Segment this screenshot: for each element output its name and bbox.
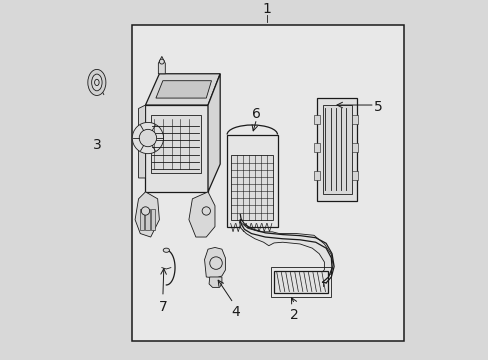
- Text: 5: 5: [373, 100, 382, 114]
- Text: 7: 7: [158, 300, 167, 314]
- Bar: [273, 271, 327, 293]
- Polygon shape: [188, 192, 215, 237]
- Text: 2: 2: [290, 308, 299, 322]
- Ellipse shape: [94, 79, 99, 86]
- Text: 4: 4: [231, 305, 240, 319]
- Bar: [270, 267, 331, 297]
- Polygon shape: [145, 74, 220, 105]
- Polygon shape: [209, 277, 222, 287]
- Polygon shape: [239, 221, 332, 291]
- Bar: [226, 135, 277, 226]
- Polygon shape: [135, 192, 159, 237]
- Circle shape: [139, 129, 156, 147]
- Bar: [150, 116, 201, 173]
- Circle shape: [159, 59, 164, 64]
- Ellipse shape: [91, 74, 102, 91]
- Text: 3: 3: [92, 138, 101, 152]
- Bar: [351, 143, 358, 152]
- Polygon shape: [138, 105, 145, 178]
- Circle shape: [209, 257, 222, 269]
- Ellipse shape: [88, 69, 106, 95]
- Bar: [313, 143, 320, 152]
- Bar: [150, 209, 155, 230]
- Bar: [351, 171, 358, 180]
- Bar: [140, 209, 144, 230]
- Circle shape: [141, 207, 149, 215]
- Polygon shape: [204, 247, 225, 278]
- Bar: [145, 209, 149, 230]
- Polygon shape: [145, 105, 207, 192]
- Bar: [322, 105, 351, 194]
- Bar: [231, 156, 273, 220]
- Ellipse shape: [163, 248, 169, 252]
- Polygon shape: [158, 57, 165, 74]
- Bar: [313, 116, 320, 124]
- Polygon shape: [207, 74, 220, 192]
- Circle shape: [132, 122, 163, 154]
- Text: 6: 6: [252, 107, 261, 121]
- Circle shape: [202, 207, 210, 215]
- Polygon shape: [317, 98, 357, 201]
- Bar: [313, 171, 320, 180]
- Text: 1: 1: [262, 3, 271, 17]
- Bar: [351, 116, 358, 124]
- Bar: [131, 25, 404, 341]
- Polygon shape: [156, 81, 211, 98]
